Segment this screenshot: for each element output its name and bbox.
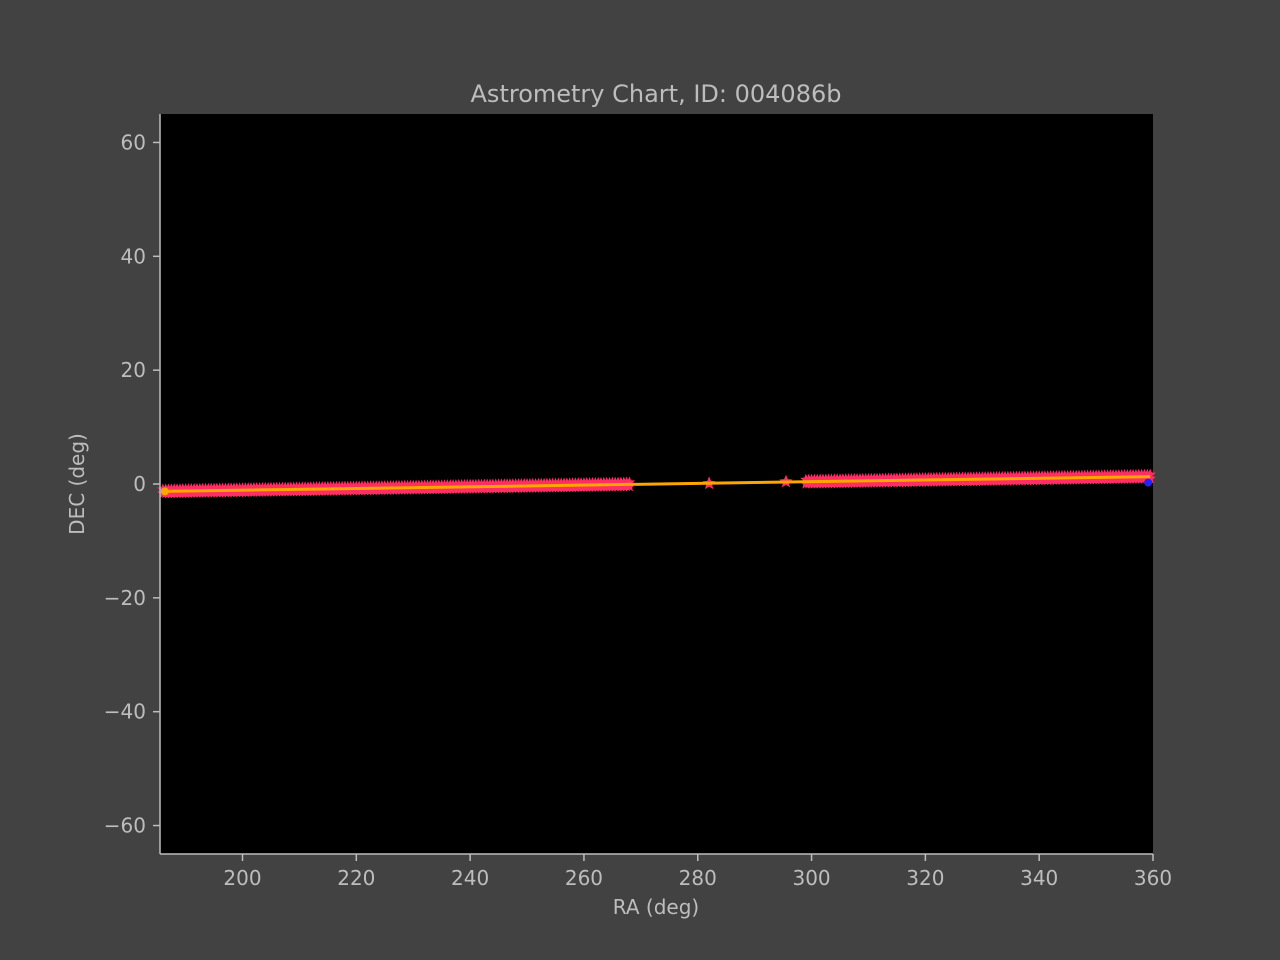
fit-line [162,475,1151,493]
y-tick-label: 20 [121,358,146,382]
x-tick-label: 240 [451,866,489,890]
x-tick-label: 280 [679,866,717,890]
y-tick-label: −60 [104,814,146,838]
x-tick-label: 200 [223,866,261,890]
chart-title: Astrometry Chart, ID: 004086b [471,80,842,108]
y-tick-label: 60 [121,130,146,154]
y-tick-label: 40 [121,244,146,268]
y-tick-label: −40 [104,700,146,724]
data-marks [157,468,1156,499]
x-axis-ticks: 200 220 240 260 280 300 320 340 360 [223,854,1172,890]
x-tick-label: 360 [1134,866,1172,890]
y-axis-ticks: −60 −40 −20 0 20 40 60 [104,130,160,838]
x-tick-label: 220 [337,866,375,890]
end-point [1144,478,1153,487]
y-axis-label: DEC (deg) [65,433,89,535]
x-tick-label: 300 [792,866,830,890]
x-tick-label: 340 [1020,866,1058,890]
y-tick-label: −20 [104,586,146,610]
start-point [160,487,169,496]
x-axis-label: RA (deg) [613,895,699,919]
x-tick-label: 260 [565,866,603,890]
y-tick-label: 0 [133,472,146,496]
x-tick-label: 320 [906,866,944,890]
